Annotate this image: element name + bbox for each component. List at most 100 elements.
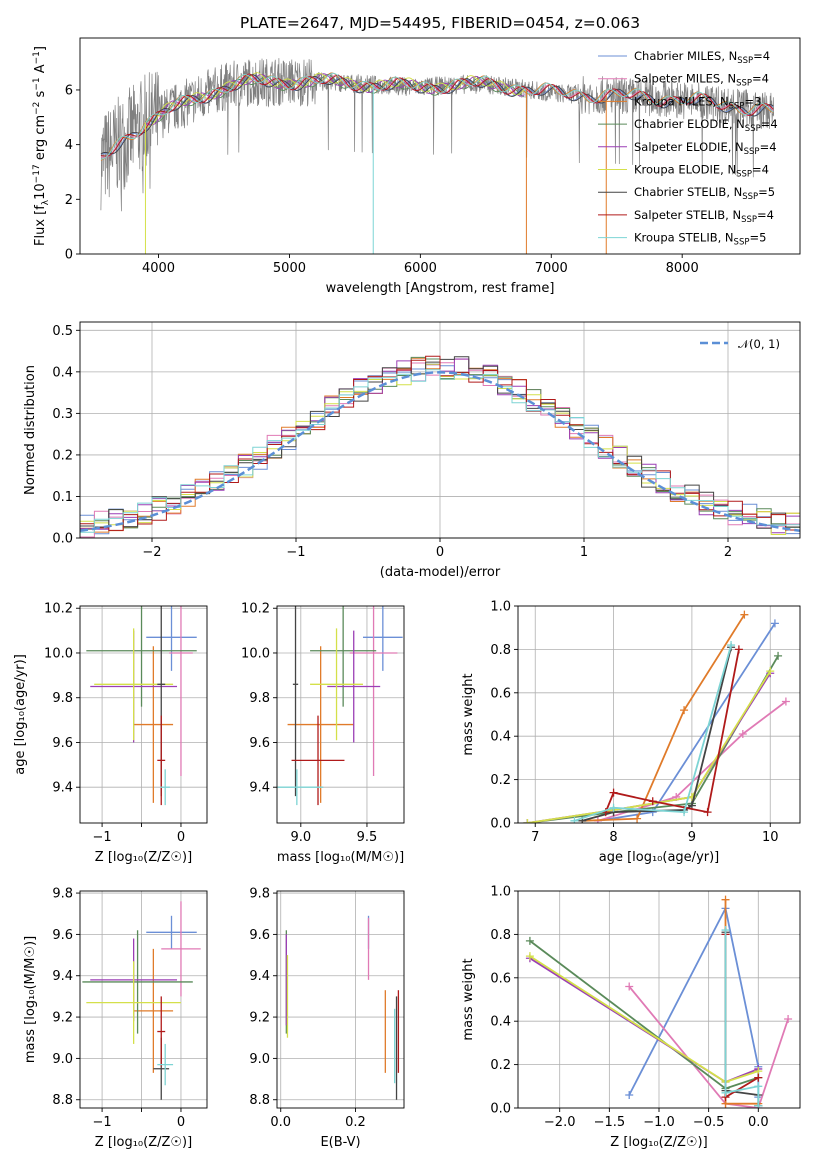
legend-text: Kroupa MILES, N [634,94,729,108]
y-tick-label: 0.4 [490,1015,511,1030]
series-marker-kroupa_stelib [721,1088,730,1097]
legend-text: Chabrier MILES, N [634,49,737,63]
y-tick-label: 1.0 [490,885,511,900]
y-tick-label: 0.0 [52,532,73,547]
y-tick-label: 9.4 [249,969,270,984]
axes-frame [276,605,405,824]
y-label-part: A [33,64,48,77]
y-tick-label: 1.0 [490,600,511,615]
x-tick-label: 0.2 [345,1115,366,1130]
y-label-part: 10 [33,183,48,200]
legend-tail: =3 [744,94,761,108]
x-axis-label: Z [log₁₀(Z/Z☉)] [610,1135,707,1150]
legend-sub: SSP [736,170,752,180]
series-marker-salpeter_stelib [609,788,618,797]
gaussian-curve [80,371,800,532]
series-marker-kroupa_elodie [523,819,532,823]
y-tick-label: 0.3 [52,407,73,422]
y-axis-label-spectrum: Flux [fλ10−17 erg cm−2 s−1 A−1] [32,46,51,246]
plot-area-age_vs_Z [86,606,197,806]
x-axis-label: Z [log₁₀(Z/Z☉)] [95,850,192,865]
series-line-kroupa_elodie [529,955,759,1083]
panel-spectrum: 4000 5000 6000 7000 8000 0 2 4 6 wavelength [Angs… [65,37,801,296]
y-label-part: −1 [32,77,42,90]
y-tick-label: 0.5 [52,324,73,339]
x-tick-label: 5000 [273,261,306,276]
series-marker-kroupa_stelib [570,816,579,823]
legend-label-salpeter_miles: Salpeter MILES, NSSP=4 [634,72,769,89]
model-spectrum-salpeter_stelib [100,73,774,157]
legend-label-chabrier_elodie: Chabrier ELODIE, NSSP=4 [634,117,778,134]
x-tick-label: 4000 [142,261,175,276]
y-tick-label: 9.8 [249,691,270,706]
series-line-kroupa_stelib [574,644,732,822]
plot-area-mass_vs_Z [82,901,201,1100]
series-marker-kroupa_miles [721,895,730,904]
series-marker-chabrier_miles [625,1090,634,1099]
x-tick-label: 7000 [535,261,568,276]
y-tick-label: 9.8 [249,887,270,902]
x-tick-label: −1.0 [643,1115,675,1130]
y-tick-label: 0.2 [490,1058,511,1073]
series-line-salpeter_elodie [529,957,759,1084]
legend-text: Kroupa ELODIE, N [634,163,736,177]
legend-tail: =4 [752,72,769,86]
plot-area-spectrum [100,58,775,254]
series-marker-salpeter_stelib [754,1073,763,1082]
model-spectrum-kroupa_elodie [145,72,525,128]
x-axis-label: (data-model)/error [380,565,501,580]
y-tick-label: 9.4 [249,781,270,796]
y-tick-label: 9.2 [249,1011,270,1026]
y-tick-label: 10.2 [241,602,270,617]
legend-tail: =4 [760,140,777,154]
y-axis-label: mass weight [461,673,476,755]
series-marker-kroupa_miles [740,610,749,619]
y-label-part: −17 [32,164,42,183]
panel-age_vs_mass: 9.0 9.5 9.4 9.6 9.8 10.0 10.2 mass [log₁₀(M/M☉)… [241,602,405,865]
y-tick-label: 9.4 [52,781,73,796]
series-line-chabrier_miles [628,905,760,1098]
y-label-part: Flux [f [33,205,48,246]
series-marker-chabrier_miles [770,619,779,628]
x-tick-label: 0 [177,830,185,845]
y-label-part: ] [33,46,48,51]
y-tick-label: 9.6 [249,928,270,943]
y-tick-label: 0.2 [52,448,73,463]
series-marker-kroupa_stelib [754,1082,763,1091]
legend-sub: SSP [734,238,750,248]
x-tick-label: 8000 [666,261,699,276]
plot-area-mass_weight_vs_Z [525,895,793,1108]
axes-frame [276,890,405,1109]
y-label-part: s [33,90,48,101]
x-tick-label: 10 [762,830,779,845]
axes-frame [79,605,208,824]
x-tick-label: 6000 [404,261,437,276]
y-tick-label: 0.6 [490,971,511,986]
y-tick-label: 2 [65,193,73,208]
panel-residuals: −2 −1 0 1 2 0.0 0.1 0.2 0.3 0.4 0.5 (data-model)/er… [23,321,801,580]
y-tick-label: 0.8 [490,643,511,658]
x-tick-label: 0.0 [270,1115,291,1130]
series-marker-chabrier_elodie [525,936,534,945]
y-tick-label: 8.8 [249,1093,270,1108]
x-tick-label: 0 [177,1115,185,1130]
y-tick-label: 0 [65,248,73,263]
y-tick-label: 9.6 [249,736,270,751]
series-marker-kroupa_stelib [680,808,689,817]
legend-sub: SSP [729,101,745,111]
panel-mass_weight_vs_Z: −2.0 −1.5 −1.0 −0.5 0.0 0.0 0.2 0.4 0.6 0.8 1.0 Z [… [461,885,801,1150]
series-marker-salpeter_stelib [703,808,712,817]
x-tick-label: 0 [436,545,444,560]
series-line-salpeter_miles [628,985,789,1108]
legend-tail: =5 [749,231,766,245]
model-spectrum-chabrier_stelib [100,74,774,155]
panel-mass_weight_vs_age: 7 8 9 10 0.0 0.2 0.4 0.6 0.8 1.0 age [log₁₀(age/yr… [461,600,801,865]
x-tick-label: 0.0 [748,1115,769,1130]
legend-sub: SSP [741,215,757,225]
x-tick-label: 9 [688,830,696,845]
series-marker-kroupa_miles [633,814,642,823]
series-marker-salpeter_stelib [734,645,743,654]
legend-sub: SSP [736,79,752,89]
legend-text: Kroupa STELIB, N [634,231,734,245]
